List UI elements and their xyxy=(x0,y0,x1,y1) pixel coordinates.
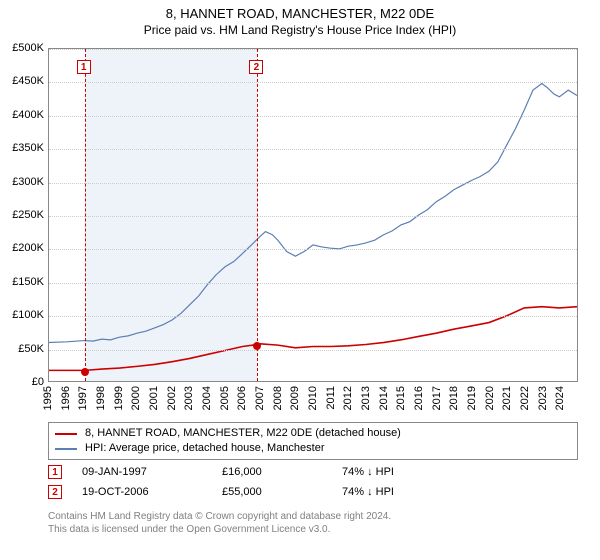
y-tick-label: £100K xyxy=(0,309,44,321)
gridline xyxy=(49,216,577,217)
legend-label: 8, HANNET ROAD, MANCHESTER, M22 0DE (det… xyxy=(85,426,401,441)
x-tick-label: 2005 xyxy=(219,386,231,410)
y-tick-label: £200K xyxy=(0,242,44,254)
footer-line: Contains HM Land Registry data © Crown c… xyxy=(48,510,578,523)
transaction-marker-icon: 1 xyxy=(48,465,62,479)
y-tick-label: £300K xyxy=(0,176,44,188)
series-svg xyxy=(49,49,577,381)
x-tick-label: 1995 xyxy=(42,386,54,410)
x-tick-label: 2001 xyxy=(148,386,160,410)
x-tick-label: 2011 xyxy=(325,386,337,410)
x-tick-label: 2022 xyxy=(519,386,531,410)
transactions-table: 1 09-JAN-1997 £16,000 74% ↓ HPI 2 19-OCT… xyxy=(48,462,578,502)
x-tick-label: 2013 xyxy=(360,386,372,410)
legend-box: 8, HANNET ROAD, MANCHESTER, M22 0DE (det… xyxy=(48,422,578,460)
y-tick-label: £500K xyxy=(0,42,44,54)
x-tick-label: 2024 xyxy=(554,386,566,410)
x-tick-label: 1997 xyxy=(77,386,89,410)
x-tick-label: 2016 xyxy=(413,386,425,410)
transaction-delta: 74% ↓ HPI xyxy=(342,486,462,498)
gridline xyxy=(49,149,577,150)
x-tick-label: 2020 xyxy=(484,386,496,410)
y-tick-label: £250K xyxy=(0,209,44,221)
x-tick-label: 2014 xyxy=(378,386,390,410)
gridline xyxy=(49,82,577,83)
x-tick-label: 2018 xyxy=(448,386,460,410)
x-tick-label: 2002 xyxy=(166,386,178,410)
transaction-price: £55,000 xyxy=(222,486,342,498)
x-tick-label: 2017 xyxy=(431,386,443,410)
transaction-price: £16,000 xyxy=(222,466,342,478)
gridline xyxy=(49,283,577,284)
x-tick-label: 1999 xyxy=(113,386,125,410)
y-tick-label: £450K xyxy=(0,75,44,87)
transaction-marker-icon: 2 xyxy=(48,485,62,499)
x-tick-label: 2019 xyxy=(466,386,478,410)
legend-swatch xyxy=(55,448,77,450)
plot-area xyxy=(48,48,578,382)
x-tick-label: 2008 xyxy=(272,386,284,410)
legend-swatch xyxy=(55,433,77,435)
footer-attribution: Contains HM Land Registry data © Crown c… xyxy=(48,510,578,536)
transaction-row: 1 09-JAN-1997 £16,000 74% ↓ HPI xyxy=(48,462,578,482)
y-tick-label: £0 xyxy=(0,376,44,388)
gridline xyxy=(49,350,577,351)
gridline xyxy=(49,249,577,250)
transaction-row: 2 19-OCT-2006 £55,000 74% ↓ HPI xyxy=(48,482,578,502)
chart-title: 8, HANNET ROAD, MANCHESTER, M22 0DE xyxy=(0,0,600,21)
y-tick-label: £350K xyxy=(0,142,44,154)
chart-subtitle: Price paid vs. HM Land Registry's House … xyxy=(0,21,600,41)
gridline xyxy=(49,183,577,184)
marker-box: 2 xyxy=(249,60,263,74)
series-hpi xyxy=(49,83,577,342)
x-tick-label: 2023 xyxy=(537,386,549,410)
x-tick-label: 2006 xyxy=(236,386,248,410)
marker-line xyxy=(257,49,258,381)
transaction-point xyxy=(253,342,261,350)
marker-box: 1 xyxy=(77,60,91,74)
transaction-point xyxy=(81,368,89,376)
y-tick-label: £50K xyxy=(0,343,44,355)
x-tick-label: 2000 xyxy=(130,386,142,410)
gridline xyxy=(49,316,577,317)
y-tick-label: £150K xyxy=(0,276,44,288)
x-tick-label: 2012 xyxy=(342,386,354,410)
footer-line: This data is licensed under the Open Gov… xyxy=(48,523,578,536)
x-tick-label: 1998 xyxy=(95,386,107,410)
transaction-date: 19-OCT-2006 xyxy=(82,486,222,498)
gridline xyxy=(49,49,577,50)
transaction-date: 09-JAN-1997 xyxy=(82,466,222,478)
gridline xyxy=(49,116,577,117)
x-tick-label: 2007 xyxy=(254,386,266,410)
x-tick-label: 1996 xyxy=(60,386,72,410)
x-tick-label: 2004 xyxy=(201,386,213,410)
transaction-delta: 74% ↓ HPI xyxy=(342,466,462,478)
legend-row: HPI: Average price, detached house, Manc… xyxy=(55,441,571,456)
chart-container: 8, HANNET ROAD, MANCHESTER, M22 0DE Pric… xyxy=(0,0,600,560)
legend-row: 8, HANNET ROAD, MANCHESTER, M22 0DE (det… xyxy=(55,426,571,441)
x-tick-label: 2015 xyxy=(395,386,407,410)
x-tick-label: 2010 xyxy=(307,386,319,410)
x-tick-label: 2009 xyxy=(289,386,301,410)
marker-line xyxy=(85,49,86,381)
x-tick-label: 2021 xyxy=(501,386,513,410)
x-tick-label: 2003 xyxy=(183,386,195,410)
y-tick-label: £400K xyxy=(0,109,44,121)
legend-label: HPI: Average price, detached house, Manc… xyxy=(85,441,325,456)
